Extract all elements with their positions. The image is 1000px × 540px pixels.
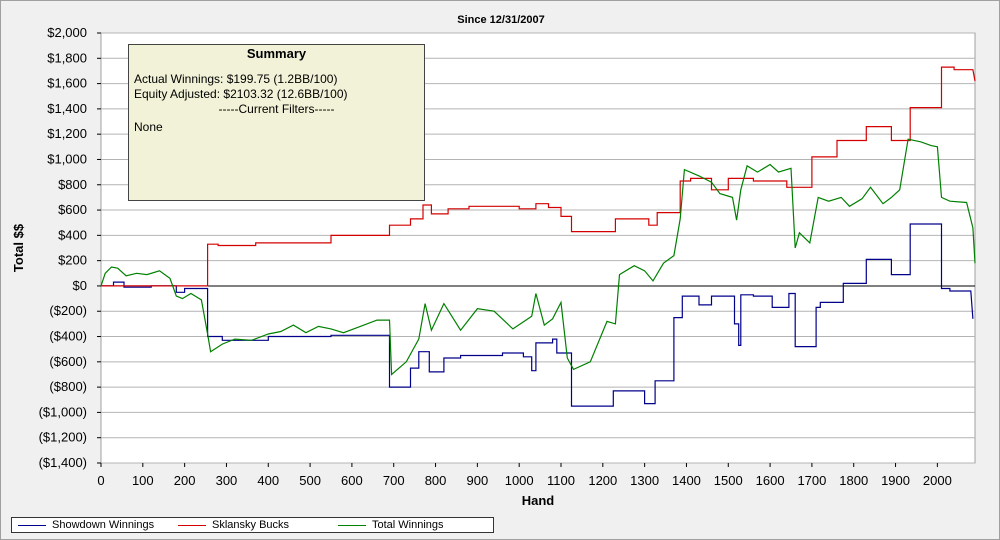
- x-tick-label: 600: [341, 473, 363, 488]
- y-tick-label: $1,000: [47, 151, 87, 166]
- legend-item-showdown: Showdown Winnings: [12, 518, 172, 532]
- x-tick-label: 1000: [505, 473, 534, 488]
- x-tick-label: 1600: [756, 473, 785, 488]
- summary-box: Summary Actual Winnings: $199.75 (1.2BB/…: [128, 44, 425, 201]
- y-tick-label: $1,200: [47, 126, 87, 141]
- chart-title: Since 12/31/2007: [457, 14, 544, 26]
- x-tick-label: 1300: [630, 473, 659, 488]
- x-tick-label: 100: [132, 473, 154, 488]
- x-tick-label: 800: [425, 473, 447, 488]
- y-tick-label: ($600): [49, 354, 87, 369]
- actual-winnings-text: Actual Winnings: $199.75 (1.2BB/100): [134, 72, 338, 86]
- legend-swatch-showdown: [18, 525, 46, 526]
- y-tick-label: $1,800: [47, 50, 87, 65]
- x-tick-label: 1700: [797, 473, 826, 488]
- series-line-1: [101, 66, 976, 287]
- x-tick-label: 400: [257, 473, 279, 488]
- y-tick-label: $2,000: [47, 25, 87, 40]
- x-tick-label: 1900: [881, 473, 910, 488]
- y-tick-label: $1,400: [47, 101, 87, 116]
- series-lines: [100, 66, 976, 407]
- x-tick-label: 900: [467, 473, 489, 488]
- filters-value: None: [134, 120, 163, 134]
- summary-title: Summary: [246, 46, 307, 61]
- x-axis-ticks: 0 100 200 300 400 500 600 700 800 900 1000 1100 1200…: [97, 463, 952, 488]
- y-tick-label: $400: [58, 227, 87, 242]
- y-tick-label: ($800): [49, 379, 87, 394]
- y-tick-label: $600: [58, 202, 87, 217]
- x-tick-label: 200: [174, 473, 196, 488]
- legend-swatch-sklansky: [178, 525, 206, 526]
- x-tick-label: 1800: [839, 473, 868, 488]
- legend-item-total: Total Winnings: [332, 518, 492, 532]
- legend: Showdown Winnings Sklansky Bucks Total W…: [11, 517, 494, 533]
- series-line-2: [100, 138, 976, 376]
- x-tick-label: 2000: [923, 473, 952, 488]
- y-tick-label: $800: [58, 177, 87, 192]
- y-tick-label: ($400): [49, 329, 87, 344]
- y-tick-label: $200: [58, 253, 87, 268]
- series-line-0: [101, 223, 974, 407]
- y-tick-label: $1,600: [47, 76, 87, 91]
- x-tick-label: 500: [299, 473, 321, 488]
- x-tick-label: 1200: [588, 473, 617, 488]
- x-tick-label: 0: [97, 473, 104, 488]
- legend-label-showdown: Showdown Winnings: [52, 519, 155, 531]
- y-tick-label: ($1,000): [39, 404, 87, 419]
- y-tick-label: ($1,200): [39, 430, 87, 445]
- x-tick-label: 300: [216, 473, 238, 488]
- y-tick-label: ($1,400): [39, 455, 87, 470]
- y-tick-label: ($200): [49, 303, 87, 318]
- equity-adjusted-text: Equity Adjusted: $2103.32 (12.6BB/100): [134, 87, 348, 101]
- x-tick-label: 1400: [672, 473, 701, 488]
- x-tick-label: 700: [383, 473, 405, 488]
- x-axis-label: Hand: [522, 493, 555, 508]
- y-axis-label: Total $$: [11, 223, 26, 272]
- legend-item-sklansky: Sklansky Bucks: [172, 518, 332, 532]
- legend-label-sklansky: Sklansky Bucks: [212, 519, 290, 531]
- x-tick-label: 1500: [714, 473, 743, 488]
- x-tick-label: 1100: [547, 473, 575, 488]
- current-filters-heading: -----Current Filters-----: [218, 102, 335, 116]
- legend-swatch-total: [338, 525, 366, 526]
- legend-label-total: Total Winnings: [372, 519, 444, 531]
- y-tick-label: $0: [73, 278, 87, 293]
- y-axis-ticks: $2,000 $1,800 $1,600 $1,400 $1,200 $1,000 $800…: [39, 25, 101, 470]
